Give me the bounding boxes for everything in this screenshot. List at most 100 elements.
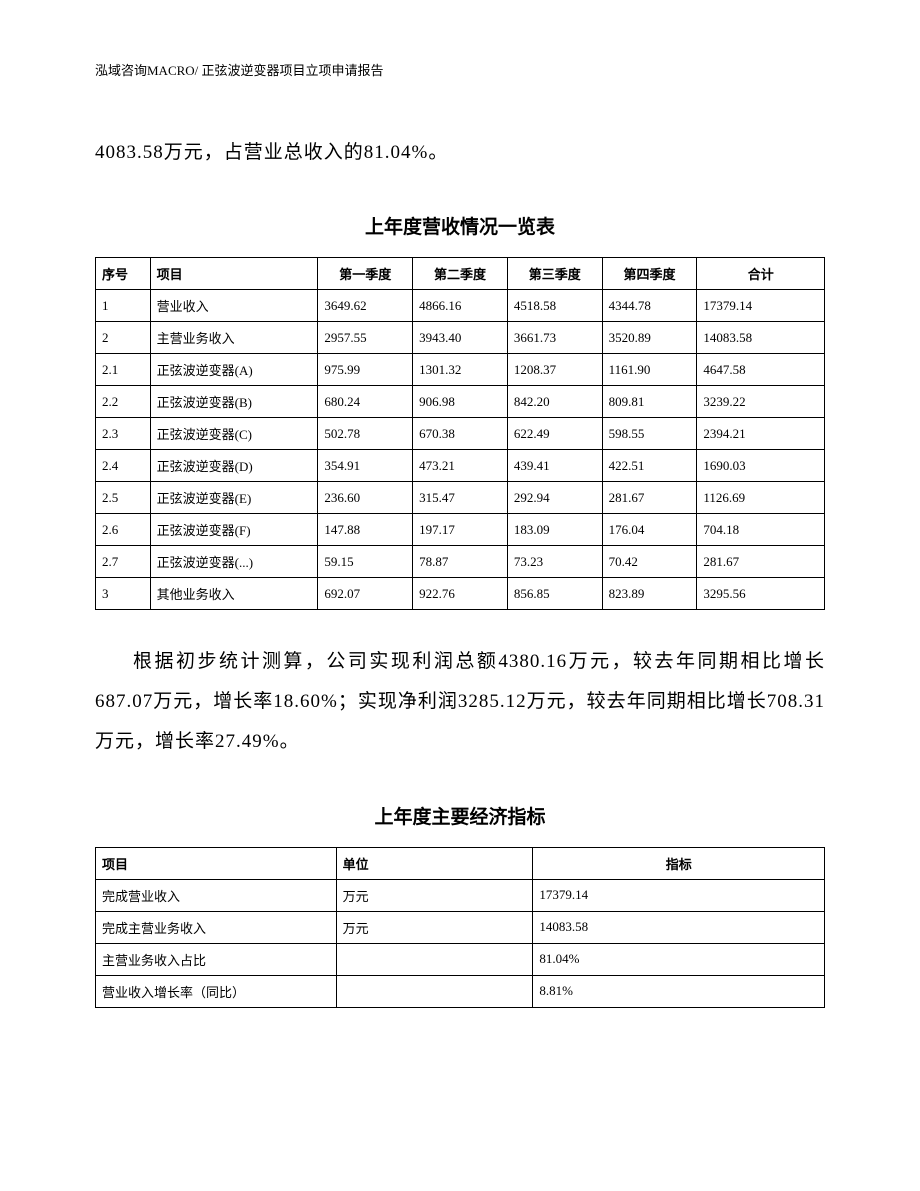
cell: 3649.62 — [318, 290, 413, 322]
cell: 680.24 — [318, 386, 413, 418]
indicators-table-title: 上年度主要经济指标 — [95, 802, 825, 829]
table-row: 完成主营业务收入 万元 14083.58 — [96, 911, 825, 943]
cell — [336, 975, 533, 1007]
cell: 670.38 — [413, 418, 508, 450]
col-header: 第三季度 — [507, 258, 602, 290]
cell: 营业收入 — [150, 290, 318, 322]
table-row: 2.1 正弦波逆变器(A) 975.99 1301.32 1208.37 116… — [96, 354, 825, 386]
cell: 2.7 — [96, 546, 151, 578]
cell: 2 — [96, 322, 151, 354]
indicators-table: 项目 单位 指标 完成营业收入 万元 17379.14 完成主营业务收入 万元 … — [95, 847, 825, 1008]
cell: 422.51 — [602, 450, 697, 482]
cell: 2.5 — [96, 482, 151, 514]
cell: 292.94 — [507, 482, 602, 514]
cell: 1161.90 — [602, 354, 697, 386]
cell: 3661.73 — [507, 322, 602, 354]
cell: 1208.37 — [507, 354, 602, 386]
cell: 975.99 — [318, 354, 413, 386]
cell: 2957.55 — [318, 322, 413, 354]
cell: 正弦波逆变器(A) — [150, 354, 318, 386]
cell: 315.47 — [413, 482, 508, 514]
revenue-table-title: 上年度营收情况一览表 — [95, 212, 825, 239]
cell: 809.81 — [602, 386, 697, 418]
cell: 598.55 — [602, 418, 697, 450]
intro-paragraph: 4083.58万元，占营业总收入的81.04%。 — [95, 134, 825, 172]
cell: 183.09 — [507, 514, 602, 546]
cell: 3943.40 — [413, 322, 508, 354]
col-header: 单位 — [336, 847, 533, 879]
cell: 3520.89 — [602, 322, 697, 354]
cell: 1301.32 — [413, 354, 508, 386]
cell: 正弦波逆变器(D) — [150, 450, 318, 482]
cell: 正弦波逆变器(F) — [150, 514, 318, 546]
cell: 236.60 — [318, 482, 413, 514]
table-header-row: 序号 项目 第一季度 第二季度 第三季度 第四季度 合计 — [96, 258, 825, 290]
cell: 主营业务收入占比 — [96, 943, 337, 975]
cell: 4866.16 — [413, 290, 508, 322]
cell: 704.18 — [697, 514, 825, 546]
cell: 完成营业收入 — [96, 879, 337, 911]
cell: 14083.58 — [533, 911, 825, 943]
cell: 78.87 — [413, 546, 508, 578]
cell: 70.42 — [602, 546, 697, 578]
cell: 4647.58 — [697, 354, 825, 386]
cell: 17379.14 — [697, 290, 825, 322]
table-row: 3 其他业务收入 692.07 922.76 856.85 823.89 329… — [96, 578, 825, 610]
cell: 2.2 — [96, 386, 151, 418]
cell: 14083.58 — [697, 322, 825, 354]
cell: 473.21 — [413, 450, 508, 482]
cell: 主营业务收入 — [150, 322, 318, 354]
table-row: 2.4 正弦波逆变器(D) 354.91 473.21 439.41 422.5… — [96, 450, 825, 482]
cell: 8.81% — [533, 975, 825, 1007]
cell: 万元 — [336, 911, 533, 943]
cell: 906.98 — [413, 386, 508, 418]
col-header: 项目 — [96, 847, 337, 879]
cell: 147.88 — [318, 514, 413, 546]
cell: 3 — [96, 578, 151, 610]
table-row: 2.2 正弦波逆变器(B) 680.24 906.98 842.20 809.8… — [96, 386, 825, 418]
cell: 万元 — [336, 879, 533, 911]
table-row: 主营业务收入占比 81.04% — [96, 943, 825, 975]
cell: 73.23 — [507, 546, 602, 578]
cell: 502.78 — [318, 418, 413, 450]
table-row: 2.7 正弦波逆变器(...) 59.15 78.87 73.23 70.42 … — [96, 546, 825, 578]
col-header: 第一季度 — [318, 258, 413, 290]
col-header: 合计 — [697, 258, 825, 290]
table-row: 完成营业收入 万元 17379.14 — [96, 879, 825, 911]
cell: 1690.03 — [697, 450, 825, 482]
cell: 2.1 — [96, 354, 151, 386]
cell: 692.07 — [318, 578, 413, 610]
cell: 354.91 — [318, 450, 413, 482]
table-row: 2 主营业务收入 2957.55 3943.40 3661.73 3520.89… — [96, 322, 825, 354]
col-header: 第四季度 — [602, 258, 697, 290]
cell: 823.89 — [602, 578, 697, 610]
table-row: 营业收入增长率（同比） 8.81% — [96, 975, 825, 1007]
table-header-row: 项目 单位 指标 — [96, 847, 825, 879]
cell: 3295.56 — [697, 578, 825, 610]
cell: 其他业务收入 — [150, 578, 318, 610]
cell: 2.4 — [96, 450, 151, 482]
revenue-table: 序号 项目 第一季度 第二季度 第三季度 第四季度 合计 1 营业收入 3649… — [95, 257, 825, 610]
col-header: 指标 — [533, 847, 825, 879]
cell: 1126.69 — [697, 482, 825, 514]
cell: 281.67 — [697, 546, 825, 578]
cell: 2394.21 — [697, 418, 825, 450]
cell: 正弦波逆变器(E) — [150, 482, 318, 514]
page-header: 泓域咨询MACRO/ 正弦波逆变器项目立项申请报告 — [95, 60, 825, 79]
cell: 842.20 — [507, 386, 602, 418]
table-row: 2.3 正弦波逆变器(C) 502.78 670.38 622.49 598.5… — [96, 418, 825, 450]
cell: 4344.78 — [602, 290, 697, 322]
cell: 81.04% — [533, 943, 825, 975]
cell: 4518.58 — [507, 290, 602, 322]
cell: 17379.14 — [533, 879, 825, 911]
cell: 1 — [96, 290, 151, 322]
cell: 176.04 — [602, 514, 697, 546]
cell: 439.41 — [507, 450, 602, 482]
cell: 正弦波逆变器(B) — [150, 386, 318, 418]
table-row: 2.6 正弦波逆变器(F) 147.88 197.17 183.09 176.0… — [96, 514, 825, 546]
cell — [336, 943, 533, 975]
cell: 922.76 — [413, 578, 508, 610]
body-paragraph: 根据初步统计测算，公司实现利润总额4380.16万元，较去年同期相比增长687.… — [95, 642, 825, 762]
cell: 正弦波逆变器(C) — [150, 418, 318, 450]
cell: 197.17 — [413, 514, 508, 546]
